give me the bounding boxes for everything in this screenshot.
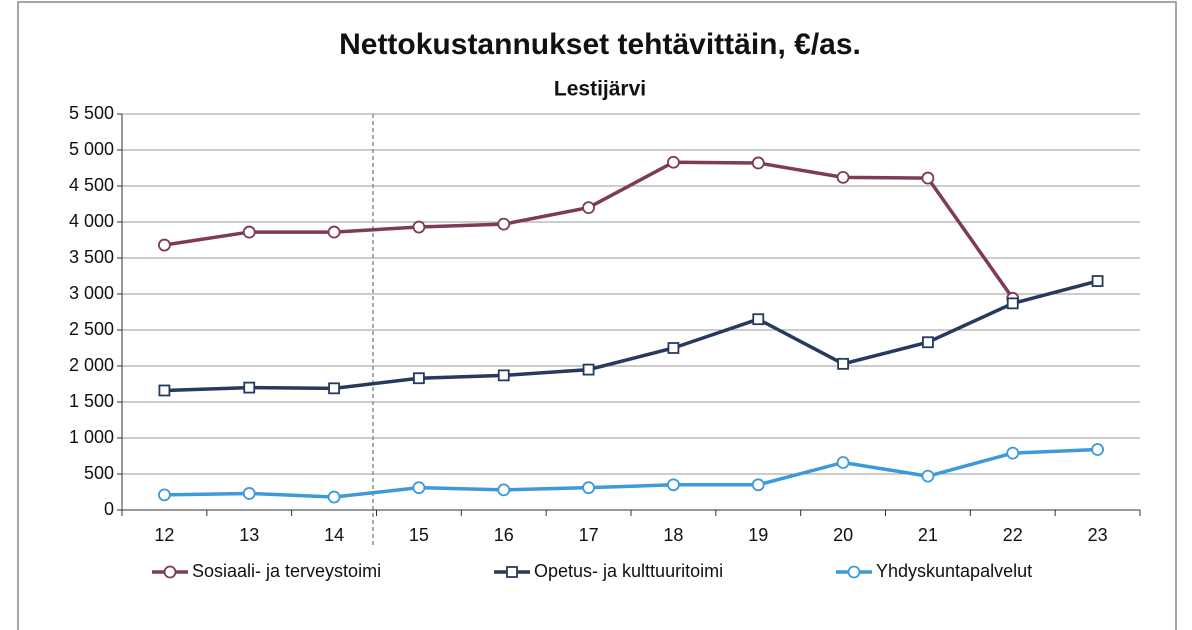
data-point bbox=[327, 225, 341, 239]
data-point bbox=[1006, 297, 1019, 310]
data-point bbox=[412, 481, 426, 495]
x-tick-label: 17 bbox=[579, 525, 599, 545]
series-line bbox=[164, 447, 1098, 499]
data-point bbox=[921, 469, 935, 483]
data-point bbox=[921, 171, 935, 185]
x-tick-label: 21 bbox=[918, 525, 938, 545]
legend-marker bbox=[847, 565, 861, 579]
legend-marker bbox=[163, 565, 177, 579]
x-tick-label: 19 bbox=[748, 525, 768, 545]
y-tick-label: 2 500 bbox=[69, 319, 114, 339]
data-point bbox=[752, 313, 765, 326]
data-point bbox=[243, 381, 256, 394]
data-point bbox=[413, 372, 425, 385]
data-point bbox=[1091, 275, 1104, 287]
data-point bbox=[497, 217, 511, 231]
data-point bbox=[582, 363, 595, 376]
data-point bbox=[158, 488, 171, 502]
x-tick-label: 20 bbox=[833, 525, 853, 545]
data-point bbox=[922, 336, 934, 349]
x-tick-label: 23 bbox=[1088, 525, 1108, 545]
data-point bbox=[667, 478, 680, 492]
y-tick-label: 3 500 bbox=[69, 247, 114, 267]
legend-label: Sosiaali- ja terveystoimi bbox=[192, 561, 381, 581]
x-tick-label: 14 bbox=[324, 525, 344, 545]
data-point bbox=[837, 357, 849, 370]
data-point bbox=[667, 342, 680, 354]
data-point bbox=[328, 382, 340, 395]
y-tick-label: 4 000 bbox=[69, 211, 114, 231]
data-point bbox=[497, 483, 511, 497]
data-point bbox=[1006, 446, 1020, 460]
y-tick-label: 500 bbox=[84, 463, 114, 483]
legend-marker bbox=[506, 566, 518, 578]
data-point bbox=[158, 238, 171, 252]
data-point bbox=[242, 225, 256, 239]
y-tick-label: 5 000 bbox=[69, 139, 114, 159]
y-tick-label: 2 000 bbox=[69, 355, 114, 375]
data-point bbox=[836, 170, 850, 184]
y-tick-label: 0 bbox=[104, 499, 114, 519]
data-point bbox=[582, 481, 595, 495]
legend-label: Yhdyskuntapalvelut bbox=[876, 561, 1032, 581]
y-tick-label: 1 000 bbox=[69, 427, 114, 447]
data-point bbox=[836, 456, 850, 469]
y-tick-label: 4 500 bbox=[69, 175, 114, 195]
data-point bbox=[497, 369, 510, 382]
x-tick-label: 13 bbox=[239, 525, 259, 545]
data-point bbox=[751, 156, 765, 170]
data-point bbox=[582, 201, 595, 215]
data-point bbox=[412, 220, 426, 234]
x-tick-label: 18 bbox=[663, 525, 683, 545]
y-tick-label: 1 500 bbox=[69, 391, 114, 411]
y-tick-label: 3 000 bbox=[69, 283, 114, 303]
legend-label: Opetus- ja kulttuuritoimi bbox=[534, 561, 723, 581]
y-tick-label: 5 500 bbox=[69, 103, 114, 123]
data-point bbox=[1091, 443, 1104, 456]
chart-subtitle: Lestijärvi bbox=[554, 78, 646, 101]
series-line bbox=[164, 279, 1099, 393]
x-tick-label: 12 bbox=[154, 525, 174, 545]
chart-title: Nettokustannukset tehtävittäin, €/as. bbox=[339, 28, 861, 61]
x-tick-label: 16 bbox=[494, 525, 514, 545]
data-point bbox=[327, 490, 341, 504]
data-point bbox=[667, 155, 680, 169]
data-point bbox=[158, 384, 171, 397]
data-point bbox=[751, 478, 765, 492]
x-tick-label: 15 bbox=[409, 525, 429, 545]
x-tick-label: 22 bbox=[1003, 525, 1023, 545]
data-point bbox=[242, 487, 256, 500]
